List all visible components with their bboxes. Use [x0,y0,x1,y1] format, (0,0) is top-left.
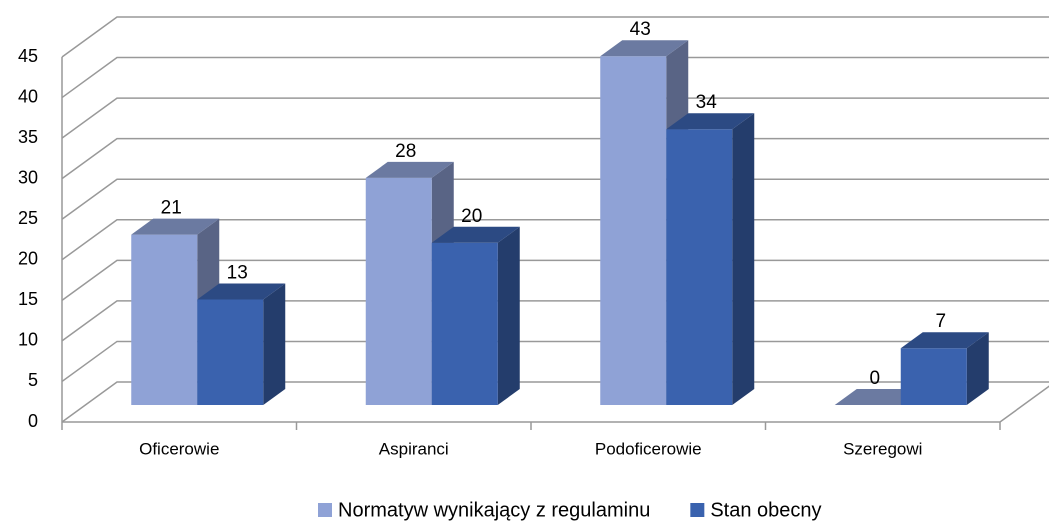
bar [431,226,520,405]
x-tick-label: Oficerowie [139,439,219,458]
data-label: 28 [395,141,416,162]
y-tick-label: 30 [18,167,38,187]
y-tick-label: 25 [18,208,38,228]
data-label: 21 [161,198,182,219]
bar [197,283,286,405]
bar-front [131,234,198,405]
data-label: 13 [227,263,248,284]
data-label: 7 [935,311,946,332]
bar-front [900,348,967,405]
bar-front [365,177,432,405]
bar-top [666,113,755,130]
bar-side [497,226,520,405]
grid-line [61,97,1049,139]
bar-top [365,161,454,178]
legend-swatch [318,503,332,517]
legend-label: Normatyw wynikający z regulaminu [338,499,650,521]
y-tick-label: 10 [18,330,38,350]
bar-top [600,40,689,57]
x-tick-label: Aspiranci [379,439,449,458]
y-tick-label: 35 [18,127,38,147]
bar [666,113,755,405]
y-tick-label: 40 [18,86,38,106]
bar-top [197,283,286,300]
bar-side [966,332,989,405]
grid-line [61,56,1049,99]
bar-front [431,242,498,405]
data-label: 43 [630,19,651,40]
x-tick-label: Podoficerowie [595,439,702,458]
legend-label: Stan obecny [710,499,821,521]
bar-side [732,113,755,405]
bar-top [900,332,989,349]
data-label: 34 [696,92,718,113]
bar-side [263,283,286,405]
data-label: 0 [869,368,880,389]
y-tick-label: 45 [18,46,38,66]
y-tick-label: 20 [18,249,38,269]
x-tick-label: Szeregowi [843,439,922,458]
y-tick-label: 5 [28,370,38,390]
bar-top [431,226,520,243]
bar-front [666,129,733,405]
grid-line [61,16,1049,58]
bar [900,332,989,405]
grid-line [61,137,1049,180]
grid-line [61,178,1049,220]
bar-top [131,218,220,235]
y-tick-label: 0 [28,411,38,431]
y-tick-label: 15 [18,289,38,309]
bar-front [197,299,264,405]
bar-front [600,56,667,405]
data-label: 20 [461,206,482,227]
legend-swatch [690,503,705,517]
